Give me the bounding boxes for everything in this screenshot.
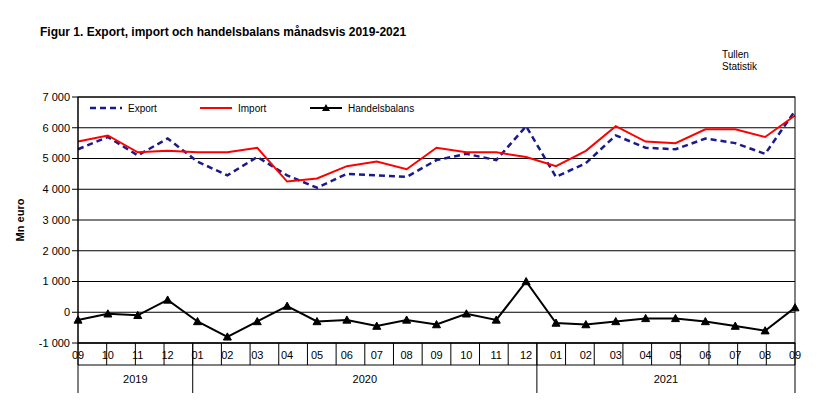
svg-text:04: 04 [281, 349, 293, 361]
svg-text:01: 01 [191, 349, 203, 361]
svg-text:Statistik: Statistik [722, 61, 758, 72]
svg-text:11: 11 [491, 349, 502, 361]
svg-text:2 000: 2 000 [42, 245, 70, 257]
svg-text:08: 08 [759, 349, 771, 361]
svg-text:Figur 1. Export, import och ha: Figur 1. Export, import och handelsbalan… [40, 25, 406, 39]
svg-text:03: 03 [251, 349, 263, 361]
svg-text:Export: Export [128, 103, 157, 114]
svg-text:10: 10 [102, 349, 114, 361]
svg-text:07: 07 [371, 349, 383, 361]
svg-text:02: 02 [221, 349, 233, 361]
svg-text:07: 07 [729, 349, 741, 361]
svg-text:1 000: 1 000 [42, 275, 70, 287]
svg-text:-1 000: -1 000 [39, 337, 70, 349]
svg-text:08: 08 [401, 349, 413, 361]
svg-text:05: 05 [311, 349, 323, 361]
svg-text:7 000: 7 000 [42, 91, 70, 103]
svg-text:Import: Import [238, 103, 267, 114]
svg-text:01: 01 [550, 349, 562, 361]
svg-text:4 000: 4 000 [42, 183, 70, 195]
svg-text:03: 03 [610, 349, 622, 361]
svg-text:5 000: 5 000 [42, 152, 70, 164]
svg-text:02: 02 [580, 349, 592, 361]
svg-text:Handelsbalans: Handelsbalans [348, 103, 414, 114]
svg-text:12: 12 [520, 349, 532, 361]
svg-text:06: 06 [699, 349, 711, 361]
svg-text:12: 12 [162, 349, 174, 361]
svg-text:09: 09 [789, 349, 801, 361]
svg-text:09: 09 [72, 349, 84, 361]
svg-text:04: 04 [640, 349, 652, 361]
svg-text:10: 10 [460, 349, 472, 361]
svg-text:09: 09 [430, 349, 442, 361]
svg-text:2021: 2021 [654, 373, 678, 385]
svg-text:2019: 2019 [123, 373, 147, 385]
svg-text:2020: 2020 [353, 373, 377, 385]
svg-text:05: 05 [669, 349, 681, 361]
svg-text:6 000: 6 000 [42, 122, 70, 134]
svg-text:11: 11 [132, 349, 143, 361]
svg-text:06: 06 [341, 349, 353, 361]
svg-text:3 000: 3 000 [42, 214, 70, 226]
svg-text:0: 0 [64, 306, 70, 318]
svg-text:Tullen: Tullen [722, 49, 749, 60]
svg-text:Mn euro: Mn euro [14, 198, 26, 241]
